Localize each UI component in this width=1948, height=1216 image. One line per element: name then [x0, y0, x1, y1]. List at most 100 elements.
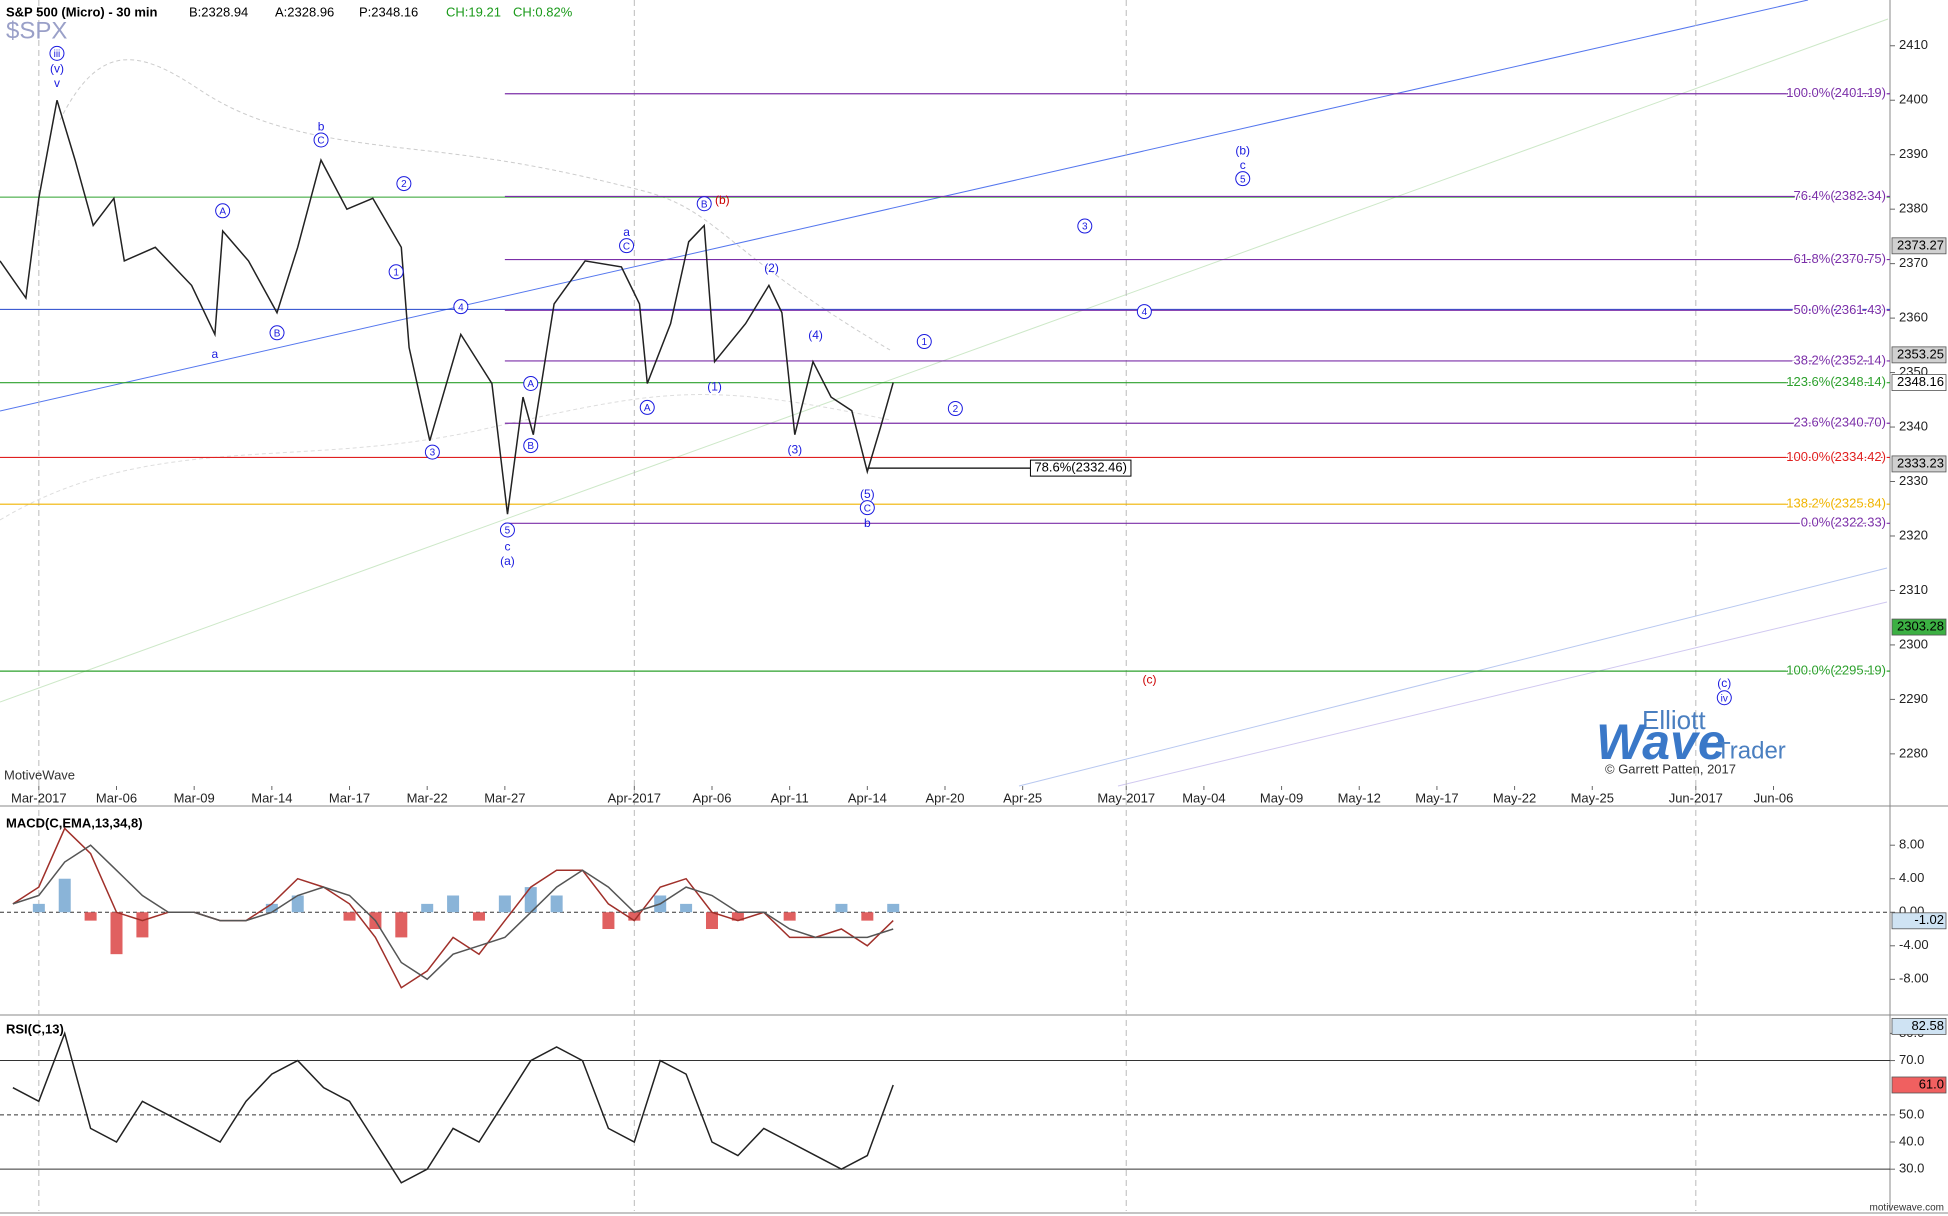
price-marker: [1891, 374, 1947, 391]
y-tick-label: 2390: [1899, 146, 1928, 161]
channel-line: [1117, 601, 1888, 787]
histogram-bar: [291, 895, 304, 913]
wave-label: C: [864, 503, 871, 514]
wave-label: b: [318, 120, 325, 134]
footer: motivewave.com: [1870, 1203, 1944, 1214]
price-marker: [1891, 237, 1947, 255]
wave-circle: [453, 299, 469, 315]
watermark: Wave: [1596, 714, 1726, 770]
histogram-bar: [783, 912, 796, 921]
histogram-bar: [58, 878, 71, 913]
histogram-bar: [110, 912, 123, 955]
wave-circle: [523, 375, 539, 391]
price-marker-label: -1.02: [1914, 912, 1944, 927]
fib-label: 76.4%(2382.34): [1793, 188, 1886, 203]
wave-circle: [916, 334, 932, 350]
y-tick-label: 2290: [1899, 691, 1928, 706]
fib-label: 61.8%(2370.75): [1793, 251, 1886, 266]
wave-circle: [499, 522, 515, 538]
wave-circle: [696, 196, 712, 212]
x-tick-label: Mar-22: [407, 790, 448, 805]
wave-label: (2): [764, 261, 779, 275]
wave-label: 3: [430, 448, 436, 459]
histogram-bar: [705, 912, 718, 930]
wave-label: 1: [922, 337, 928, 348]
wave-circle: [1136, 304, 1152, 320]
x-tick-label: Mar-2017: [11, 790, 67, 805]
x-tick-label: Apr-06: [692, 790, 731, 805]
x-tick-label: May-2017: [1097, 790, 1155, 805]
y-tick-label: 4.00: [1899, 870, 1924, 885]
wave-label: A: [527, 379, 534, 390]
envelope: [0, 394, 891, 521]
wave-label: B: [701, 199, 708, 210]
y-tick-label: 2370: [1899, 255, 1928, 270]
fib-label: 0.0%(2322.33): [1801, 515, 1886, 530]
price-marker: [1891, 912, 1947, 930]
y-tick-label: 2380: [1899, 201, 1928, 216]
quote: CH:19.21: [446, 4, 501, 19]
histogram-bar: [265, 903, 278, 913]
y-tick-label: 2410: [1899, 37, 1928, 52]
chart-title: S&P 500 (Micro) - 30 min: [6, 4, 158, 19]
histogram-bar: [602, 912, 615, 930]
x-tick-label: Jun-06: [1754, 790, 1794, 805]
wave-label: (v): [50, 61, 64, 75]
y-tick-label: 2400: [1899, 92, 1928, 107]
histogram-bar: [343, 912, 356, 921]
x-tick-label: May-22: [1493, 790, 1536, 805]
wave-label: 2: [401, 179, 407, 190]
x-tick-label: Apr-11: [771, 790, 809, 805]
wave-circle: [424, 444, 440, 460]
wave-label: v: [54, 76, 60, 90]
watermark: Trader: [1716, 737, 1786, 764]
wave-circle: [269, 325, 285, 341]
quote: P:2348.16: [359, 4, 418, 19]
wave-label: a: [212, 347, 219, 361]
x-tick-label: Apr-2017: [608, 790, 661, 805]
wave-label: iii: [54, 49, 61, 60]
watermark-credit: © Garrett Patten, 2017: [1605, 761, 1736, 776]
histogram-bar: [524, 887, 537, 913]
price-marker-label: 2303.28: [1897, 618, 1944, 633]
fib-label: 50.0%(2361.43): [1793, 302, 1886, 317]
histogram-bar: [680, 903, 693, 913]
wave-circle: [215, 203, 231, 219]
x-tick-label: May-04: [1182, 790, 1225, 805]
panel-title: RSI(C,13): [6, 1021, 64, 1036]
fib-label: 100.0%(2295.19): [1786, 663, 1886, 678]
quote: A:2328.96: [275, 4, 334, 19]
fib-label: 100.0%(2334.42): [1786, 449, 1886, 464]
price-marker: [1891, 1076, 1947, 1094]
histogram-bar: [472, 912, 485, 921]
quote: B:2328.94: [189, 4, 248, 19]
y-tick-label: -8.00: [1899, 971, 1929, 986]
panel-title: MACD(C,EMA,13,34,8): [6, 815, 143, 830]
fib-label-box: [1029, 459, 1132, 477]
x-tick-label: Mar-14: [251, 790, 292, 805]
histogram-bar: [628, 912, 641, 921]
x-tick-label: Mar-06: [96, 790, 137, 805]
price-marker-label: 2353.25: [1897, 346, 1944, 361]
x-tick-label: Apr-25: [1003, 790, 1042, 805]
y-tick-label: 2280: [1899, 745, 1928, 760]
wave-label: 5: [1240, 174, 1246, 185]
wave-circle: [388, 264, 404, 280]
price-marker-label: 2333.23: [1897, 455, 1944, 470]
price-marker: [1891, 455, 1947, 473]
wave-circle: [49, 45, 65, 61]
histogram-bar: [32, 903, 45, 913]
x-tick-label: Jun-2017: [1669, 790, 1723, 805]
series-line: [0, 99, 894, 515]
x-tick-label: May-25: [1571, 790, 1614, 805]
y-tick-label: 40.0: [1899, 1133, 1924, 1148]
series-line: [12, 827, 894, 989]
wave-label: a: [623, 225, 630, 239]
y-tick-label: 70.0: [1899, 1052, 1924, 1067]
platform: MotiveWave: [4, 767, 75, 782]
quote: CH:0.82%: [513, 4, 573, 19]
histogram-bar: [421, 903, 434, 913]
x-tick-label: May-12: [1338, 790, 1381, 805]
fib-label: 138.2%(2325.84): [1786, 496, 1886, 511]
